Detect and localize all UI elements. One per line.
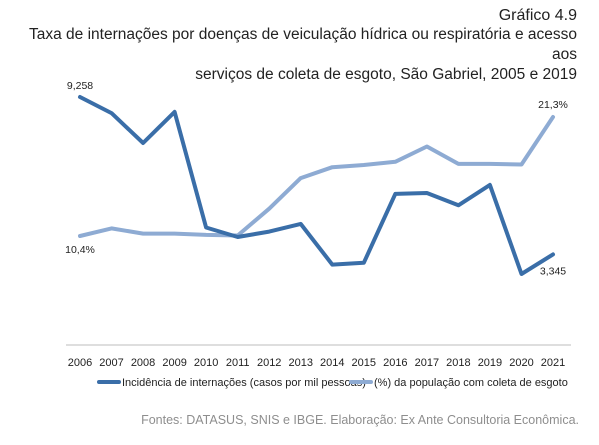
x-tick-label: 2010 — [194, 357, 218, 369]
x-tick-label: 2012 — [257, 357, 281, 369]
chart-title-line1: Taxa de internações por doenças de veicu… — [29, 26, 577, 63]
x-tick-label: 2016 — [383, 357, 407, 369]
x-tick-layer: 2006 2007 2008 2009 2010 2011 2012 2013 2014 2015… — [68, 357, 565, 369]
x-tick-label: 2013 — [288, 357, 312, 369]
x-tick-label: 2018 — [446, 357, 470, 369]
x-tick-label: 2021 — [541, 357, 565, 369]
x-tick-label: 2008 — [131, 357, 155, 369]
x-tick-label: 2017 — [415, 357, 439, 369]
data-label-internacoes-last: 3,345 — [540, 265, 566, 277]
x-tick-label: 2015 — [352, 357, 376, 369]
legend-label-internacoes: Incidência de internações (casos por mil… — [122, 377, 366, 389]
source-note: Fontes: DATASUS, SNIS e IBGE. Elaboração… — [141, 413, 579, 427]
figure-label: Gráfico 4.9 — [498, 7, 577, 24]
chart-header: Gráfico 4.9 Taxa de internações por doen… — [0, 6, 577, 85]
x-tick-label: 2007 — [99, 357, 123, 369]
x-tick-label: 2014 — [320, 357, 344, 369]
x-tick-label: 2019 — [478, 357, 502, 369]
series-line-internacoes — [78, 95, 555, 276]
data-label-layer: 9,258 3,345 10,4% 21,3% — [65, 80, 568, 277]
data-label-internacoes-first: 9,258 — [67, 80, 93, 92]
x-tick-label: 2011 — [226, 357, 250, 369]
legend: Incidência de internações (casos por mil… — [97, 377, 568, 389]
series-layer — [78, 95, 555, 276]
data-label-coleta-last: 21,3% — [538, 99, 568, 111]
x-tick-label: 2020 — [509, 357, 533, 369]
legend-label-coleta-esgoto: (%) da população com coleta de esgoto — [374, 377, 568, 389]
chart-title-line2: serviços de coleta de esgoto, São Gabrie… — [195, 66, 577, 83]
data-label-coleta-first: 10,4% — [65, 244, 95, 256]
series-line-coleta-esgoto — [78, 115, 555, 238]
x-tick-label: 2009 — [162, 357, 186, 369]
x-tick-label: 2006 — [68, 357, 92, 369]
